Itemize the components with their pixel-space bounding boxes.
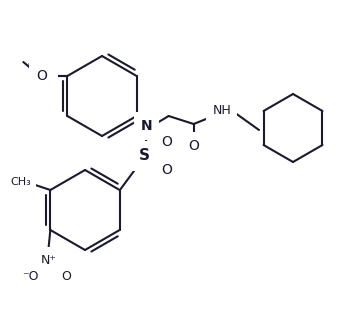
Text: N⁺: N⁺ <box>40 253 56 267</box>
Text: O: O <box>62 270 71 282</box>
Text: O: O <box>36 69 47 83</box>
Text: O: O <box>40 69 51 83</box>
Text: N: N <box>141 119 152 133</box>
Text: ⁻O: ⁻O <box>22 270 38 282</box>
Text: O: O <box>161 135 172 149</box>
Text: O: O <box>161 163 172 177</box>
Text: CH₃: CH₃ <box>10 177 31 187</box>
Text: O: O <box>188 139 199 153</box>
Text: S: S <box>139 148 150 164</box>
Text: NH: NH <box>212 104 231 118</box>
